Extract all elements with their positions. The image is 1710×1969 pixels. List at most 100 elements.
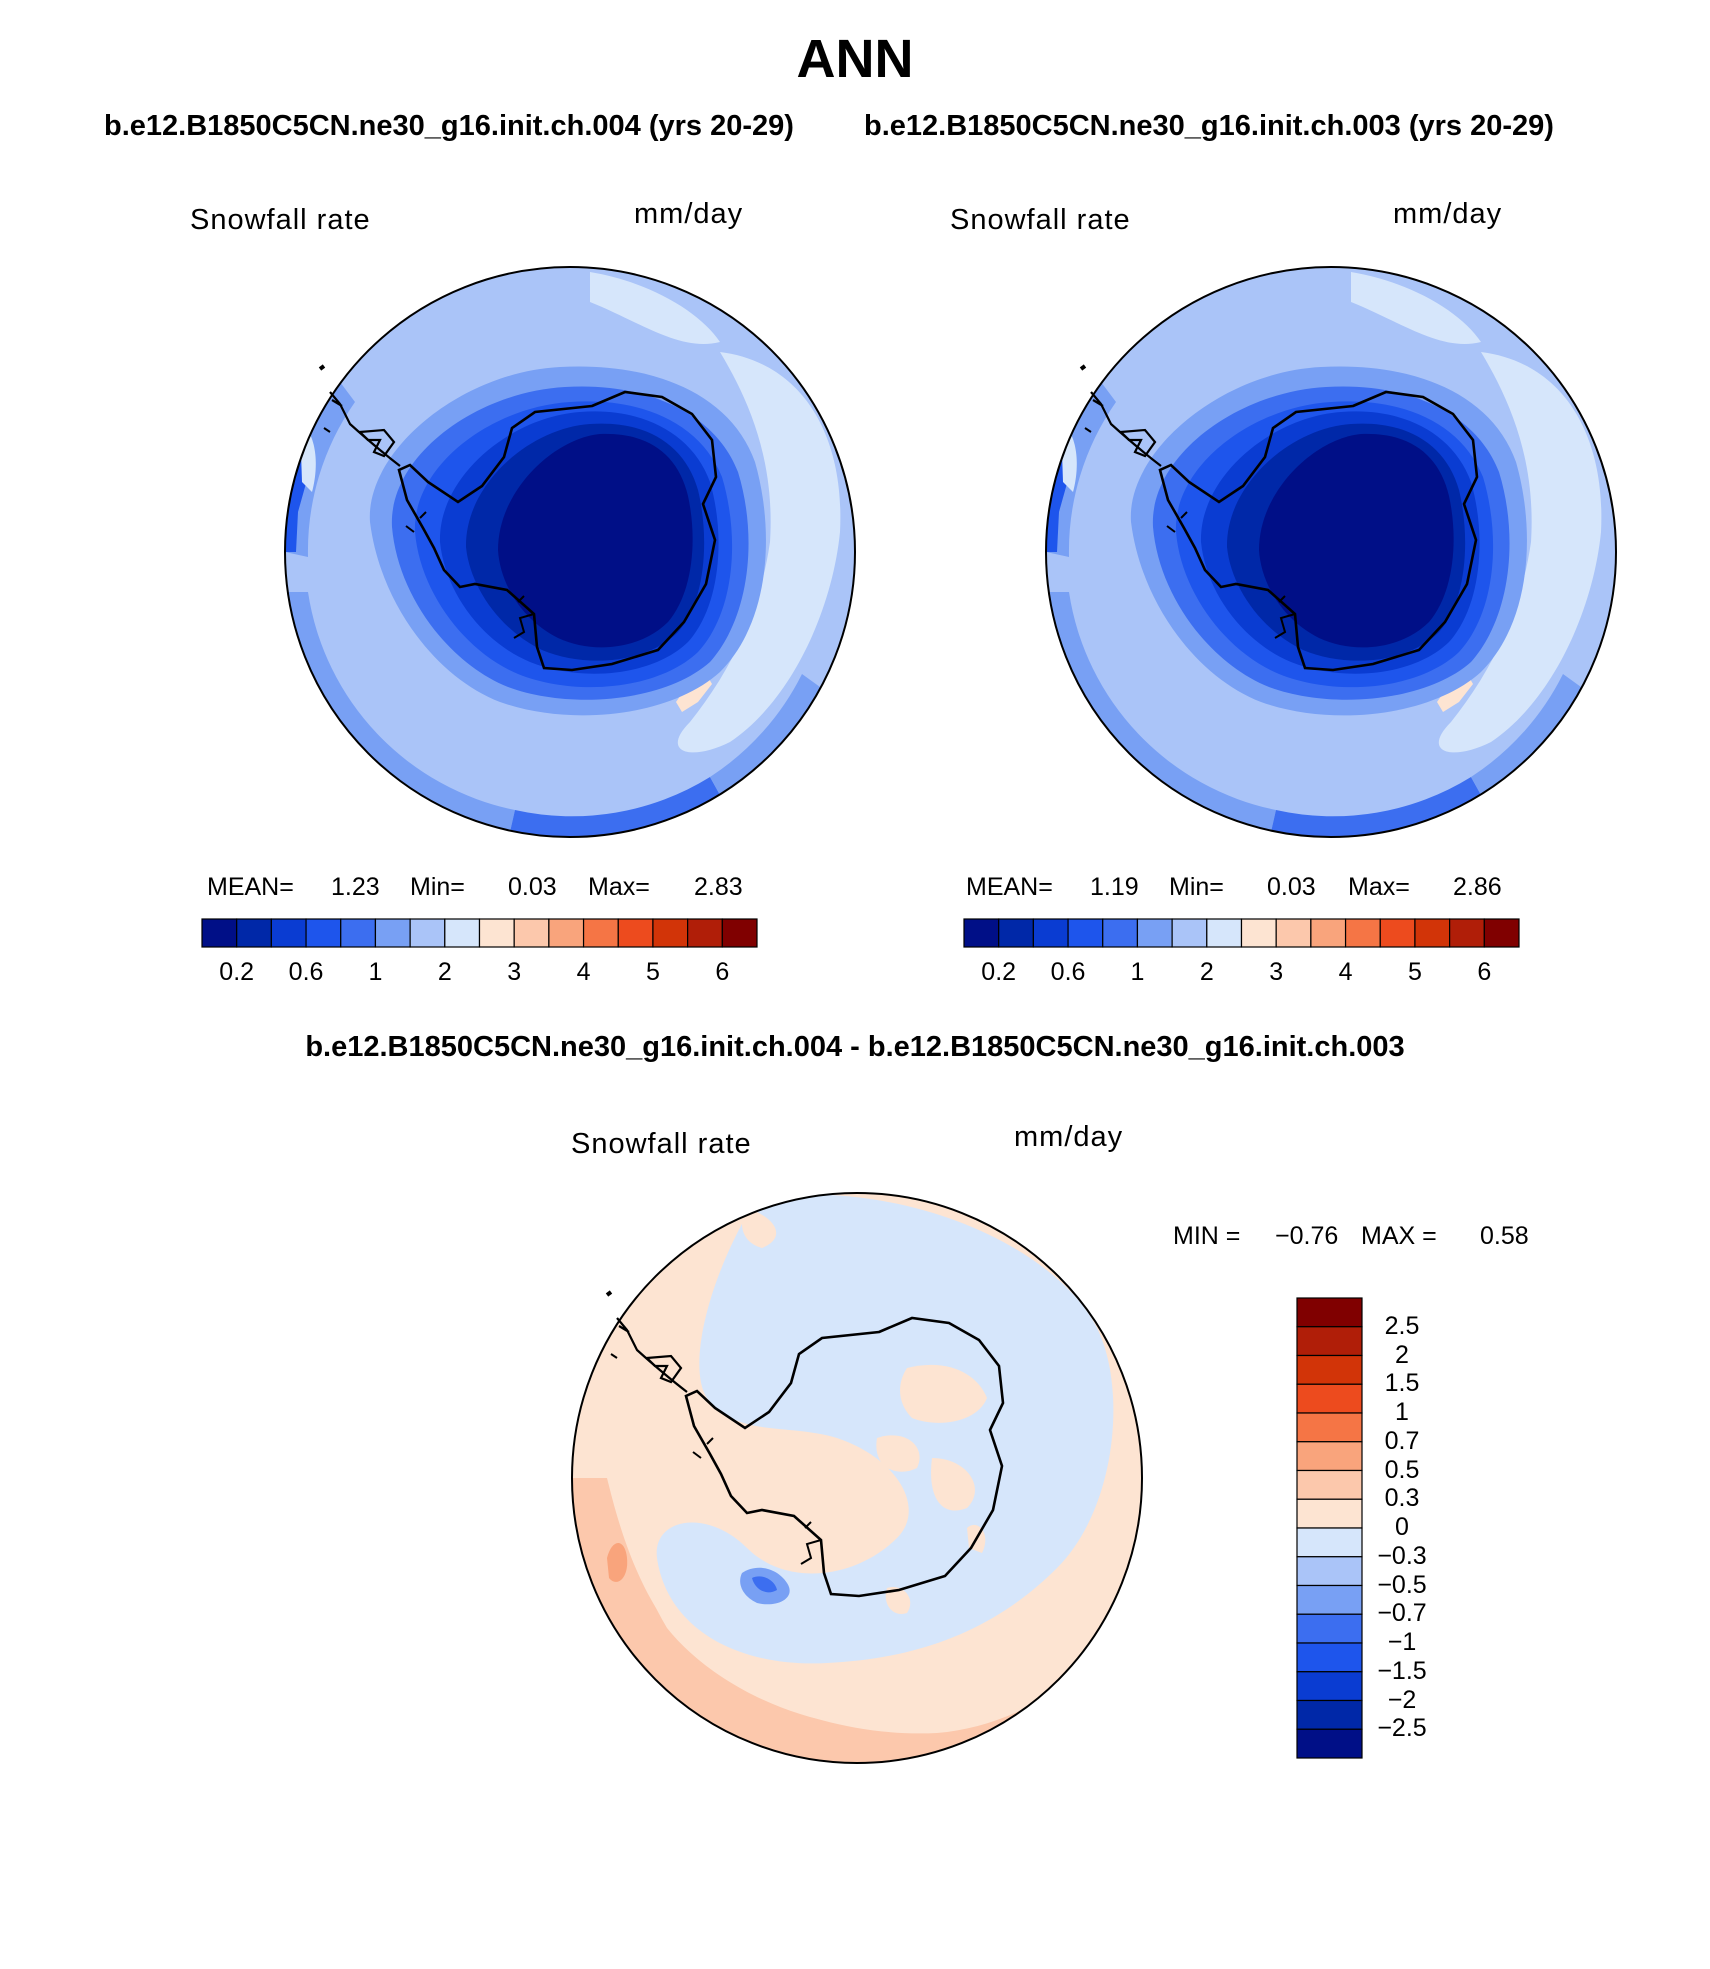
colorbar-swatch bbox=[340, 918, 377, 948]
colorbar-tick-label: 0.2 bbox=[219, 958, 255, 986]
colorbar-tick-label: 0.5 bbox=[1384, 1455, 1420, 1484]
panel1-map bbox=[284, 266, 856, 838]
colorbar-tick-label: 0.3 bbox=[1384, 1484, 1420, 1513]
panel2-max-value: 2.86 bbox=[1453, 873, 1502, 901]
colorbar-tick-label: 4 bbox=[576, 958, 591, 986]
diff-min-value: −0.76 bbox=[1275, 1222, 1339, 1250]
figure-title: ANN bbox=[796, 29, 914, 89]
panel2-max-label: Max= bbox=[1348, 873, 1410, 901]
colorbar-tick-label: 1.5 bbox=[1384, 1369, 1420, 1398]
colorbar-tick-label: 3 bbox=[507, 958, 522, 986]
colorbar-swatch bbox=[1414, 918, 1451, 948]
panel1-variable-label: Snowfall rate bbox=[190, 204, 371, 236]
colorbar-swatch bbox=[1240, 918, 1277, 948]
colorbar-tick-label: 2 bbox=[1199, 958, 1214, 986]
colorbar-tick-label: 0.2 bbox=[981, 958, 1017, 986]
colorbar-swatch bbox=[1449, 918, 1485, 948]
colorbar-swatch bbox=[444, 918, 481, 948]
colorbar-tick-label: −0.5 bbox=[1377, 1570, 1427, 1599]
colorbar-tick-label: 5 bbox=[1407, 958, 1422, 986]
colorbar-swatch bbox=[1296, 1412, 1363, 1443]
colorbar-tick-label: 2 bbox=[1395, 1340, 1409, 1369]
colorbar-swatch bbox=[1296, 1326, 1363, 1357]
colorbar-tick-label: −2 bbox=[1387, 1685, 1417, 1714]
colorbar-tick-label: −1 bbox=[1387, 1628, 1417, 1656]
colorbar-swatch bbox=[201, 918, 238, 948]
colorbar-swatch bbox=[270, 918, 307, 948]
colorbar-swatch bbox=[1310, 918, 1347, 948]
colorbar-tick-label: 0.6 bbox=[288, 958, 324, 986]
panel1-units-label: mm/day bbox=[634, 198, 744, 230]
colorbar-tick-label: 6 bbox=[1477, 958, 1492, 986]
colorbar-swatch bbox=[721, 918, 758, 948]
colorbar-swatch bbox=[1296, 1527, 1363, 1558]
colorbar-swatch bbox=[1379, 918, 1416, 948]
colorbar-tick-label: 4 bbox=[1338, 958, 1353, 986]
colorbar-tick-label: 6 bbox=[715, 958, 730, 986]
colorbar-swatch bbox=[1067, 918, 1104, 948]
colorbar-swatch bbox=[617, 918, 654, 948]
diff-units-label: mm/day bbox=[1014, 1121, 1124, 1153]
panel1-min-value: 0.03 bbox=[508, 873, 557, 901]
colorbar-swatch bbox=[1296, 1297, 1363, 1328]
panel1-min-label: Min= bbox=[410, 873, 465, 901]
panel1-subtitle: b.e12.B1850C5CN.ne30_g16.init.ch.004 (yr… bbox=[104, 110, 794, 142]
colorbar-tick-label: −0.3 bbox=[1377, 1541, 1427, 1570]
colorbar-swatch bbox=[1344, 918, 1381, 948]
colorbar-swatch bbox=[1296, 1469, 1363, 1500]
colorbar-swatch bbox=[1032, 918, 1069, 948]
colorbar-swatch bbox=[1296, 1728, 1363, 1759]
panel2-variable-label: Snowfall rate bbox=[950, 204, 1131, 236]
colorbar-swatch bbox=[1296, 1383, 1363, 1414]
colorbar-tick-label: −2.5 bbox=[1377, 1714, 1427, 1743]
colorbar-tick-label: 3 bbox=[1269, 958, 1284, 986]
panel2-min-value: 0.03 bbox=[1267, 873, 1316, 901]
colorbar-swatch bbox=[1296, 1671, 1363, 1702]
colorbar-swatch bbox=[1171, 918, 1208, 948]
colorbar-swatch bbox=[1296, 1699, 1363, 1730]
colorbar-tick-label: 1 bbox=[1130, 958, 1145, 986]
colorbar-swatch bbox=[513, 918, 550, 948]
colorbar-swatch bbox=[1296, 1584, 1363, 1615]
panel1-colorbar bbox=[201, 918, 758, 948]
colorbar-tick-label: 1 bbox=[368, 958, 383, 986]
colorbar-tick-label: 2.5 bbox=[1384, 1311, 1420, 1340]
colorbar-tick-label: 0.7 bbox=[1384, 1426, 1420, 1455]
panel1-max-value: 2.83 bbox=[694, 873, 743, 901]
panel2-colorbar bbox=[963, 918, 1520, 948]
colorbar-swatch bbox=[1296, 1354, 1363, 1385]
panel2-units-label: mm/day bbox=[1393, 198, 1503, 230]
colorbar-tick-label: 0 bbox=[1395, 1513, 1409, 1541]
colorbar-swatch bbox=[582, 918, 619, 948]
colorbar-swatch bbox=[1296, 1613, 1363, 1644]
colorbar-swatch bbox=[1296, 1498, 1363, 1529]
colorbar-swatch bbox=[1206, 918, 1243, 948]
colorbar-swatch bbox=[1296, 1556, 1363, 1587]
colorbar-swatch bbox=[1296, 1642, 1363, 1673]
diff-map bbox=[571, 1192, 1143, 1764]
panel1-mean-value: 1.23 bbox=[331, 873, 380, 901]
colorbar-swatch bbox=[374, 918, 411, 948]
panel2-mean-label: MEAN= bbox=[966, 873, 1053, 901]
colorbar-swatch bbox=[548, 918, 585, 948]
colorbar-tick-label: −0.7 bbox=[1377, 1599, 1427, 1628]
colorbar-tick-label: 2 bbox=[437, 958, 452, 986]
colorbar-swatch bbox=[963, 918, 1000, 948]
colorbar-swatch bbox=[687, 918, 723, 948]
colorbar-swatch bbox=[409, 918, 446, 948]
panel2-min-label: Min= bbox=[1169, 873, 1224, 901]
colorbar-tick-label: −1.5 bbox=[1377, 1656, 1427, 1685]
panel1-mean-label: MEAN= bbox=[207, 873, 294, 901]
panel2-mean-value: 1.19 bbox=[1090, 873, 1139, 901]
colorbar-swatch bbox=[1136, 918, 1173, 948]
colorbar-swatch bbox=[305, 918, 342, 948]
colorbar-tick-label: 1 bbox=[1395, 1398, 1409, 1426]
colorbar-swatch bbox=[1296, 1441, 1363, 1472]
diff-subtitle: b.e12.B1850C5CN.ne30_g16.init.ch.004 - b… bbox=[305, 1031, 1405, 1063]
panel2-map bbox=[1045, 266, 1617, 838]
diff-colorbar bbox=[1296, 1297, 1363, 1759]
panel2-subtitle: b.e12.B1850C5CN.ne30_g16.init.ch.003 (yr… bbox=[864, 110, 1554, 142]
colorbar-swatch bbox=[1275, 918, 1312, 948]
colorbar-swatch bbox=[1483, 918, 1520, 948]
